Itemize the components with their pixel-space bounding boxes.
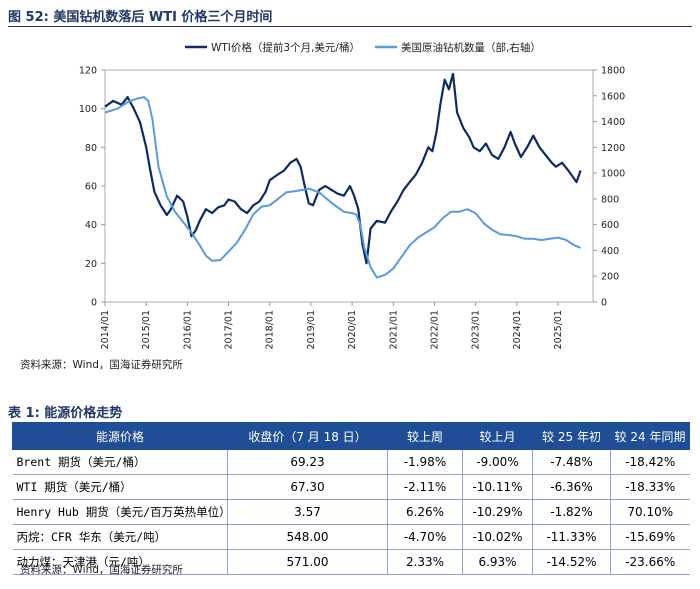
table-row: 动力煤：天津港（元/吨） 571.00 2.33% 6.93% -14.52% -23.6…	[12, 549, 690, 575]
table-cell: 6.93%	[462, 549, 533, 575]
legend-label: WTI价格（提前3个月,美元/桶）	[211, 41, 360, 54]
x-tick-label: 2024/01	[512, 310, 523, 349]
y-right-tick-label: 600	[601, 220, 619, 231]
x-tick-label: 2019/01	[306, 310, 317, 349]
table-cell: 动力煤：天津港（元/吨）	[12, 549, 228, 575]
series-line-rig-count	[104, 96, 581, 279]
x-tick-label: 2014/01	[100, 310, 111, 349]
y-right-tick-label: 200	[601, 272, 619, 283]
table-header-cell: 较 25 年初	[532, 422, 611, 450]
line-chart: 0204060801001200200400600800100012001400…	[79, 41, 625, 349]
table-cell: Brent 期货（美元/桶）	[12, 449, 228, 475]
table-row: Brent 期货（美元/桶） 69.23 -1.98% -9.00% -7.48% -18…	[12, 449, 690, 475]
table-cell: -18.42%	[610, 449, 690, 475]
figure-title: 图 52: 美国钻机数落后 WTI 价格三个月时间	[8, 10, 273, 25]
table-cell: -23.66%	[610, 549, 690, 575]
x-tick-label: 2016/01	[182, 310, 193, 349]
series-line-wti	[104, 72, 582, 265]
table-source: 资料来源：Wind，国海证券研究所	[20, 564, 183, 576]
x-tick-label: 2017/01	[224, 310, 235, 349]
y-left-tick-label: 120	[79, 66, 97, 77]
figure-source: 资料来源：Wind，国海证券研究所	[20, 359, 183, 371]
table-cell: 571.00	[227, 549, 388, 575]
x-tick-label: 2015/01	[141, 310, 152, 349]
y-right-tick-label: 1600	[601, 91, 625, 102]
table-cell: -11.33%	[532, 524, 611, 550]
table-cell: WTI 期货（美元/桶）	[12, 474, 228, 500]
table-cell: -1.82%	[532, 499, 611, 525]
y-left-tick-label: 100	[79, 104, 97, 115]
table-cell: 3.57	[227, 499, 388, 525]
table-cell: -2.11%	[387, 474, 463, 500]
y-right-tick-label: 1800	[601, 66, 625, 77]
y-right-tick-label: 800	[601, 194, 619, 205]
table-cell: -14.52%	[532, 549, 611, 575]
table-header-cell: 能源价格	[12, 422, 228, 450]
table-cell: 70.10%	[610, 499, 690, 525]
y-left-tick-label: 0	[91, 298, 97, 309]
table-cell: -4.70%	[387, 524, 463, 550]
table-cell: -15.69%	[610, 524, 690, 550]
x-tick-label: 2023/01	[471, 310, 482, 349]
table-header-cell: 收盘价（7 月 18 日）	[227, 422, 388, 450]
table-cell: -18.33%	[610, 474, 690, 500]
x-tick-label: 2020/01	[347, 310, 358, 349]
y-left-tick-label: 60	[85, 182, 97, 193]
table-header-cell: 较 24 年同期	[610, 422, 690, 450]
table-cell: Henry Hub 期货（美元/百万英热单位）	[12, 499, 231, 525]
table-title: 表 1: 能源价格走势	[8, 406, 123, 421]
energy-price-table: 能源价格 收盘价（7 月 18 日） 较上周 较上月较 25 年初较 24 年同期 B…	[12, 422, 690, 575]
table-cell: 548.00	[227, 524, 388, 550]
title-divider	[8, 26, 692, 27]
table-header-cell: 较上月	[462, 422, 533, 450]
x-tick-label: 2021/01	[388, 310, 399, 349]
x-tick-label: 2018/01	[265, 310, 276, 349]
table-cell: -9.00%	[462, 449, 533, 475]
x-tick-label: 2022/01	[429, 310, 440, 349]
table-cell: -10.29%	[462, 499, 533, 525]
legend-label: 美国原油钻机数量（部,右轴）	[401, 41, 541, 54]
table-row: Henry Hub 期货（美元/百万英热单位） 3.57 6.26% -10.29% -…	[12, 499, 690, 525]
table-header-cell: 较上周	[387, 422, 463, 450]
y-right-tick-label: 1400	[601, 117, 625, 128]
y-right-tick-label: 1000	[601, 169, 625, 180]
table-cell: 2.33%	[387, 549, 463, 575]
table-cell: -7.48%	[532, 449, 611, 475]
table-cell: 丙烷：CFR 华东（美元/吨）	[12, 524, 228, 550]
y-right-tick-label: 0	[601, 298, 607, 309]
table-cell: -6.36%	[532, 474, 611, 500]
table-cell: -10.02%	[462, 524, 533, 550]
y-right-tick-label: 400	[601, 246, 619, 257]
table-body: Brent 期货（美元/桶） 69.23 -1.98% -9.00% -7.48% -18…	[12, 449, 690, 575]
table-row: WTI 期货（美元/桶） 67.30 -2.11% -10.11% -6.36% -18.…	[12, 474, 690, 500]
table-cell: 6.26%	[387, 499, 463, 525]
table-cell: -10.11%	[462, 474, 533, 500]
table-cell: 67.30	[227, 474, 388, 500]
table-header-row: 能源价格 收盘价（7 月 18 日） 较上周 较上月较 25 年初较 24 年同期	[12, 422, 690, 450]
y-left-tick-label: 40	[85, 220, 97, 231]
table-cell: 69.23	[227, 449, 388, 475]
table-cell: -1.98%	[387, 449, 463, 475]
table-row: 丙烷：CFR 华东（美元/吨） 548.00 -4.70% -10.02% -11.33…	[12, 524, 690, 550]
y-left-tick-label: 80	[85, 143, 97, 154]
x-tick-label: 2025/01	[553, 310, 564, 349]
y-right-tick-label: 1200	[601, 143, 625, 154]
y-left-tick-label: 20	[85, 259, 97, 270]
